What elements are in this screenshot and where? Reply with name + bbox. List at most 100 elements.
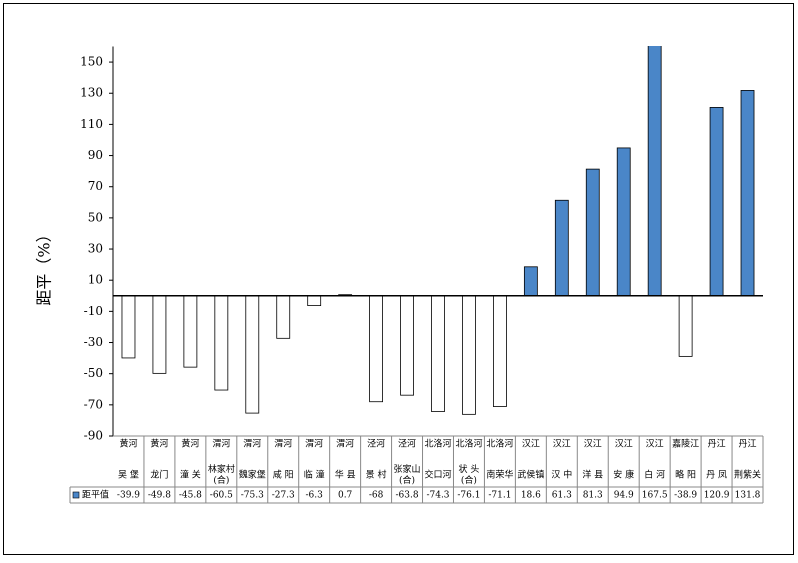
x-tick-label: 丹 凤 <box>706 470 727 481</box>
value-label: -6.3 <box>306 491 324 501</box>
y-tick-label: 150 <box>80 55 103 69</box>
value-label: -27.3 <box>272 491 295 501</box>
bar <box>554 199 569 297</box>
value-label: 94.9 <box>614 491 634 501</box>
bar <box>183 295 198 368</box>
bar <box>616 147 631 297</box>
y-tick-label: 70 <box>88 179 103 193</box>
bar <box>245 295 260 414</box>
value-label: 120.9 <box>704 491 730 501</box>
value-label: -71.1 <box>488 491 511 501</box>
x-tick-label: 林家村(合) <box>208 463 235 486</box>
x-tick-label: 交口河 <box>424 469 451 481</box>
value-label: 0.7 <box>338 491 353 501</box>
bar <box>585 168 600 297</box>
bar <box>462 295 476 415</box>
y-tick-label: -90 <box>84 429 103 443</box>
group-label: 泾河 <box>367 438 385 450</box>
x-tick-label: 汉 中 <box>551 469 572 481</box>
x-tick-label: 状 头(合) <box>459 463 480 486</box>
value-label: -45.8 <box>179 491 202 501</box>
group-label: 渭河 <box>212 438 230 450</box>
x-tick-label: 潼 关 <box>180 469 201 481</box>
x-tick-label: 魏家堡 <box>239 469 266 481</box>
y-tick-label: 50 <box>88 210 103 224</box>
bar <box>523 266 538 297</box>
group-label: 渭河 <box>274 438 292 450</box>
y-tick-label: -50 <box>84 366 103 380</box>
value-label: -49.8 <box>148 491 171 501</box>
group-label: 汉江 <box>615 439 633 450</box>
group-label: 嘉陵江 <box>672 438 699 450</box>
value-label: -60.5 <box>210 491 233 501</box>
bar <box>400 295 414 396</box>
frame <box>3 3 794 555</box>
bar <box>493 295 507 407</box>
x-tick-label: 略 阳 <box>675 469 696 481</box>
value-label: 18.6 <box>521 491 541 501</box>
bar <box>709 107 724 297</box>
x-tick-label: 龙门 <box>150 469 168 481</box>
group-label: 汉江 <box>646 439 664 450</box>
value-label: -68 <box>369 491 384 501</box>
bar <box>740 90 755 297</box>
y-tick-label: 30 <box>88 242 103 256</box>
value-label: 61.3 <box>552 491 572 501</box>
group-label: 渭河 <box>243 438 261 450</box>
group-label: 北洛河 <box>455 438 482 450</box>
bar <box>369 295 383 403</box>
bar <box>647 46 662 297</box>
y-axis-title: 距平（%） <box>35 226 54 305</box>
bar <box>276 295 291 339</box>
group-label: 北洛河 <box>486 438 513 450</box>
y-tick-label: -30 <box>84 335 103 349</box>
x-tick-label: 咸 阳 <box>273 469 294 481</box>
bar <box>152 295 167 374</box>
x-tick-label: 张家山(合) <box>394 463 421 486</box>
group-label: 黄河 <box>150 438 168 450</box>
y-tick-label: 10 <box>88 273 103 287</box>
plot-area <box>121 46 755 415</box>
y-tick-label: 130 <box>80 86 103 100</box>
legend-label: 距平值 <box>82 489 109 501</box>
value-label: -39.9 <box>117 491 140 501</box>
bar <box>121 295 136 359</box>
bar <box>678 295 693 357</box>
x-tick-label: 安 康 <box>613 469 634 481</box>
group-label: 渭河 <box>305 438 323 450</box>
bar <box>431 295 445 412</box>
x-tick-label: 景 村 <box>366 469 387 481</box>
group-label: 黄河 <box>119 438 137 450</box>
x-tick-label: 白 河 <box>644 469 665 481</box>
x-tick-label: 荆紫关 <box>734 469 761 481</box>
group-label: 汉江 <box>584 439 602 450</box>
y-tick-label: 110 <box>80 117 103 131</box>
x-tick-label: 吴 堡 <box>118 469 139 481</box>
x-tick-label: 洋 县 <box>582 469 603 481</box>
x-tick-label: 南荣华 <box>486 469 513 481</box>
bar <box>307 295 322 306</box>
group-label: 丹江 <box>739 439 757 450</box>
value-label: -74.3 <box>426 491 449 501</box>
group-label: 黄河 <box>181 438 199 450</box>
value-label: 167.5 <box>642 491 668 501</box>
y-tick-label: -70 <box>84 397 103 411</box>
group-label: 汉江 <box>522 439 540 450</box>
group-label: 泾河 <box>398 438 416 450</box>
y-tick-label: -10 <box>84 304 103 318</box>
x-tick-label: 华 县 <box>335 469 356 481</box>
group-label: 北洛河 <box>424 438 451 450</box>
legend-swatch <box>72 491 80 499</box>
value-label: -75.3 <box>241 491 264 501</box>
group-label: 汉江 <box>553 439 571 450</box>
value-label: -76.1 <box>457 491 480 501</box>
bar <box>214 295 229 391</box>
x-tick-label: 临 潼 <box>304 469 325 481</box>
group-label: 丹江 <box>708 439 726 450</box>
y-tick-label: 90 <box>88 148 103 162</box>
group-label: 渭河 <box>336 438 354 450</box>
value-label: -38.9 <box>674 491 697 501</box>
x-tick-label: 武侯镇 <box>517 469 544 481</box>
value-label: 81.3 <box>583 491 603 501</box>
